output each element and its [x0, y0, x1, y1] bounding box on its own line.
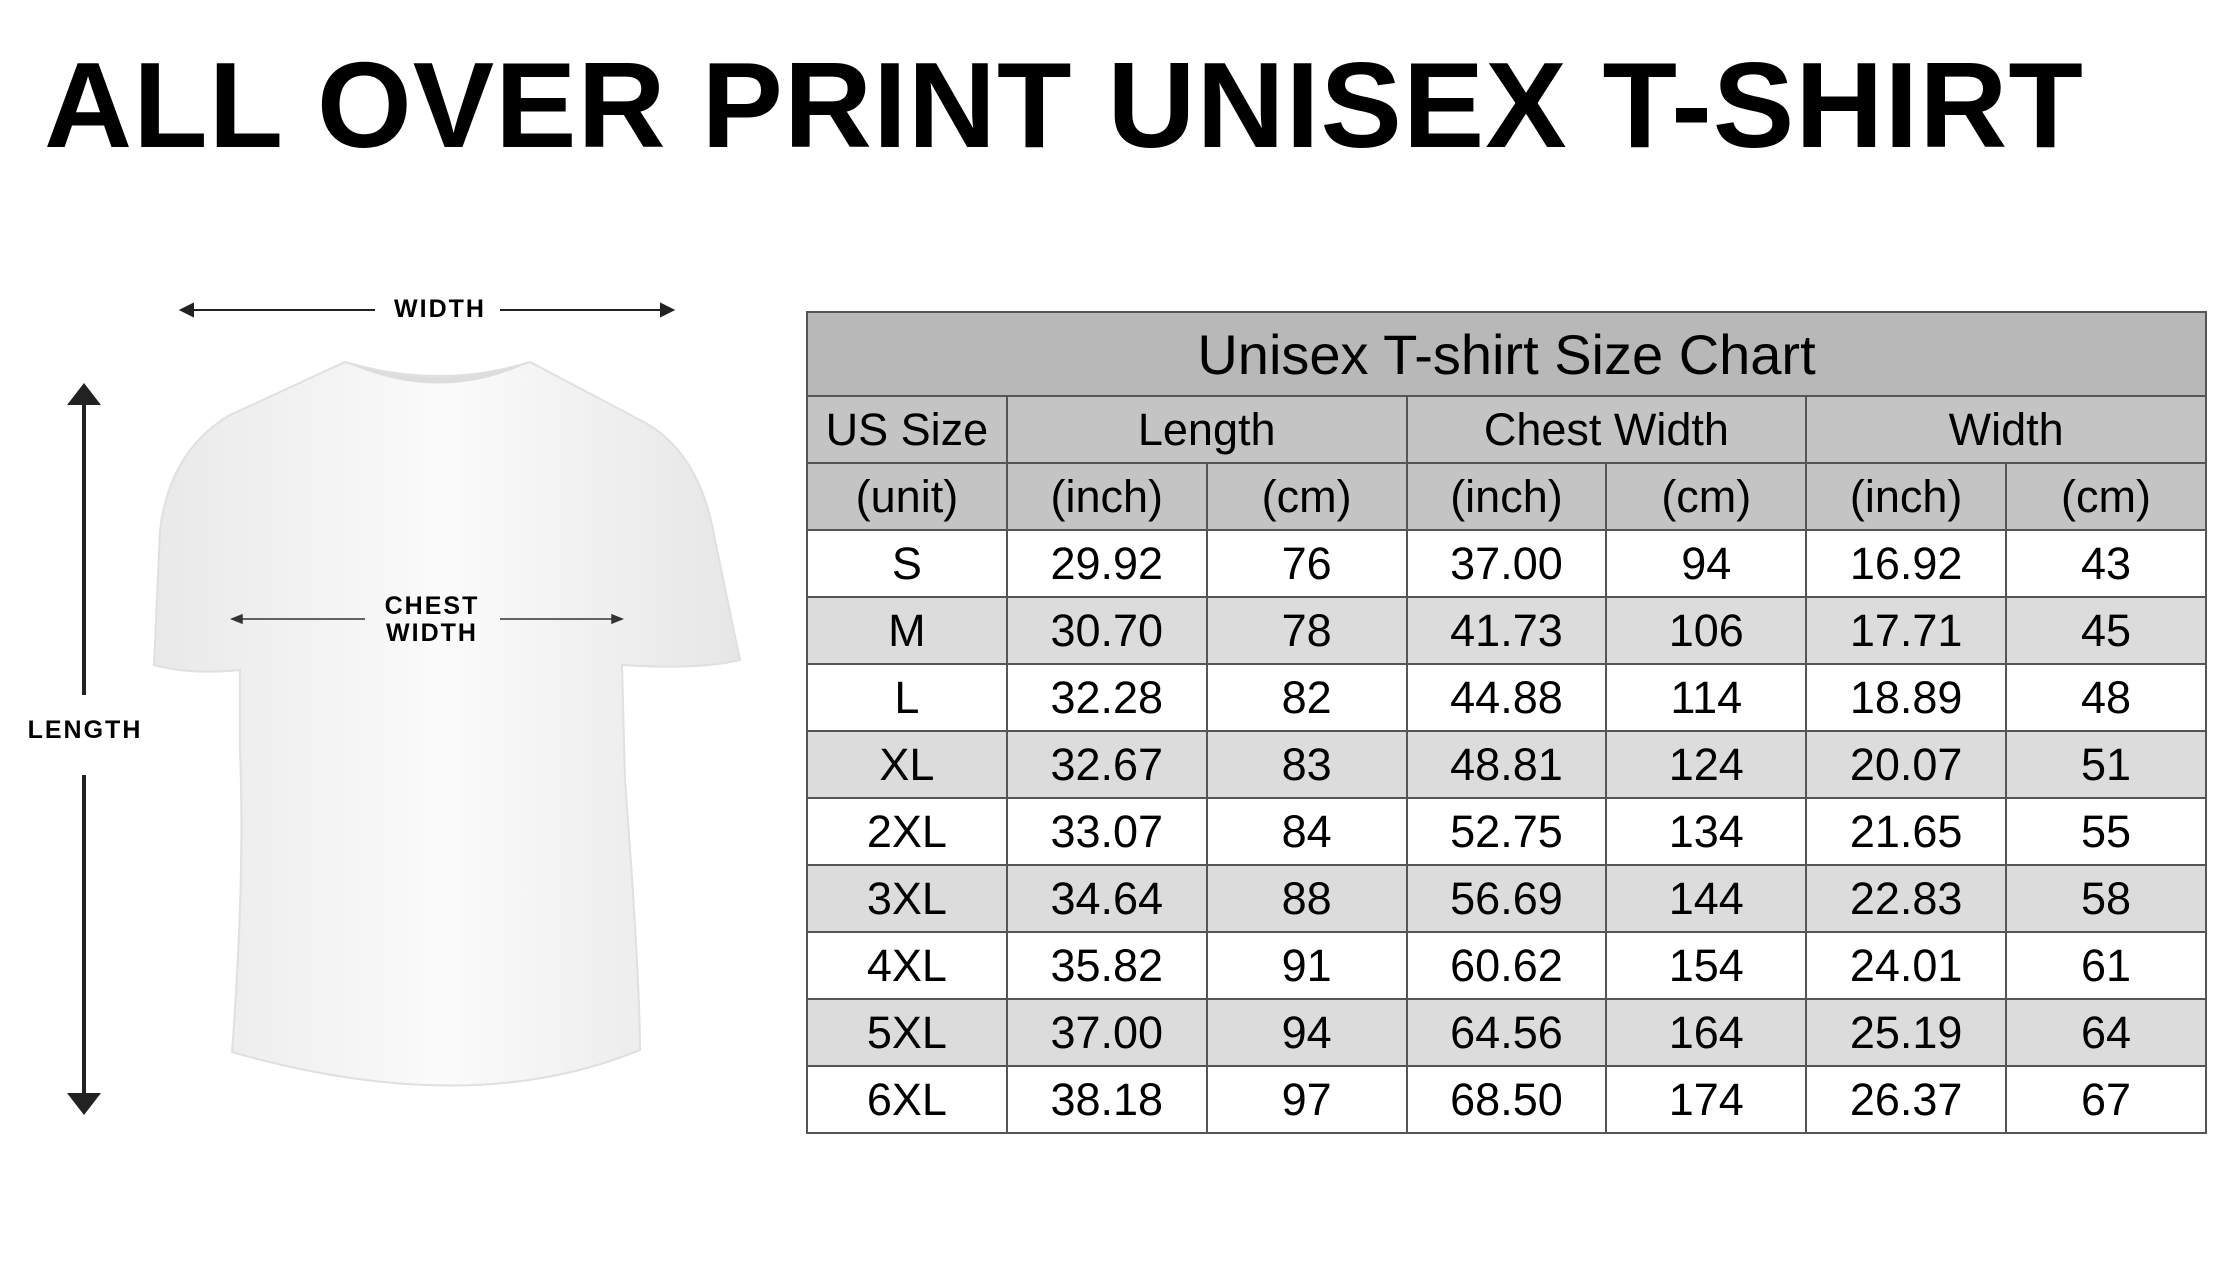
table-cell: 114	[1605, 663, 1808, 732]
table-cell: 22.83	[1805, 864, 2008, 933]
table-cell: 48	[2005, 663, 2207, 732]
table-cell: 154	[1605, 931, 1808, 1000]
table-cell: 84	[1205, 797, 1408, 866]
unit-header: (cm)	[2005, 462, 2207, 531]
unit-header: (cm)	[1605, 462, 1808, 531]
width-label: WIDTH	[394, 295, 486, 323]
table-cell: 61	[2005, 931, 2207, 1000]
table-row: L 32.28 82 44.88 114 18.89 48	[806, 663, 2207, 732]
table-cell: 43	[2005, 529, 2207, 598]
header-us-size: US Size	[806, 395, 1008, 464]
table-cell: 144	[1605, 864, 1808, 933]
table-cell: 97	[1205, 1065, 1408, 1134]
tshirt-shape	[152, 360, 742, 1087]
header-length: Length	[1005, 395, 1408, 464]
table-row: 4XL 35.82 91 60.62 154 24.01 61	[806, 931, 2207, 1000]
units-row: (unit) (inch) (cm) (inch) (cm) (inch) (cm)	[806, 462, 2207, 531]
table-cell: 51	[2005, 730, 2207, 799]
table-cell: 26.37	[1805, 1065, 2008, 1134]
chest-width-label-line2: WIDTH	[386, 619, 478, 647]
table-cell: 82	[1205, 663, 1408, 732]
table-cell: 88	[1205, 864, 1408, 933]
table-row: M 30.70 78 41.73 106 17.71 45	[806, 596, 2207, 665]
table-cell: 55	[2005, 797, 2207, 866]
table-cell: 52.75	[1405, 797, 1608, 866]
table-cell: 16.92	[1805, 529, 2008, 598]
table-cell: 45	[2005, 596, 2207, 665]
table-cell: 32.67	[1005, 730, 1208, 799]
table-cell: 20.07	[1805, 730, 2008, 799]
table-cell: 56.69	[1405, 864, 1608, 933]
size-chart-title: Unisex T-shirt Size Chart	[806, 311, 2207, 397]
table-cell: 174	[1605, 1065, 1808, 1134]
table-cell: 64	[2005, 998, 2207, 1067]
table-cell: 4XL	[806, 931, 1008, 1000]
page-title: ALL OVER PRINT UNISEX T-SHIRT	[44, 37, 2084, 173]
table-cell: 94	[1205, 998, 1408, 1067]
table-cell: 3XL	[806, 864, 1008, 933]
table-cell: 37.00	[1005, 998, 1208, 1067]
table-cell: 134	[1605, 797, 1808, 866]
table-cell: 38.18	[1005, 1065, 1208, 1134]
unit-header: (inch)	[1405, 462, 1608, 531]
table-cell: 6XL	[806, 1065, 1008, 1134]
table-cell: 60.62	[1405, 931, 1608, 1000]
table-cell: 78	[1205, 596, 1408, 665]
table-cell: 41.73	[1405, 596, 1608, 665]
table-cell: 124	[1605, 730, 1808, 799]
table-cell: 2XL	[806, 797, 1008, 866]
tshirt-illustration	[67, 302, 742, 1115]
table-cell: 67	[2005, 1065, 2207, 1134]
table-cell: 64.56	[1405, 998, 1608, 1067]
table-cell: 25.19	[1805, 998, 2008, 1067]
table-row: XL 32.67 83 48.81 124 20.07 51	[806, 730, 2207, 799]
table-row: 6XL 38.18 97 68.50 174 26.37 67	[806, 1065, 2207, 1134]
unit-header: (unit)	[806, 462, 1008, 531]
table-cell: 30.70	[1005, 596, 1208, 665]
width-arrow	[178, 302, 676, 318]
length-arrow	[67, 383, 101, 1115]
table-cell: 106	[1605, 596, 1808, 665]
table-cell: 21.65	[1805, 797, 2008, 866]
unit-header: (inch)	[1005, 462, 1208, 531]
chest-width-label-line1: CHEST	[384, 592, 480, 620]
table-row: 3XL 34.64 88 56.69 144 22.83 58	[806, 864, 2207, 933]
table-cell: M	[806, 596, 1008, 665]
table-cell: 18.89	[1805, 663, 2008, 732]
table-cell: 91	[1205, 931, 1408, 1000]
chest-width-arrow	[229, 613, 625, 625]
table-cell: 5XL	[806, 998, 1008, 1067]
table-cell: 76	[1205, 529, 1408, 598]
table-cell: 164	[1605, 998, 1808, 1067]
table-cell: 48.81	[1405, 730, 1608, 799]
size-chart-table: Unisex T-shirt Size Chart US Size Length…	[806, 311, 2207, 1134]
table-cell: 37.00	[1405, 529, 1608, 598]
table-cell: 35.82	[1005, 931, 1208, 1000]
table-row: 2XL 33.07 84 52.75 134 21.65 55	[806, 797, 2207, 866]
table-cell: 58	[2005, 864, 2207, 933]
table-cell: 83	[1205, 730, 1408, 799]
table-cell: 32.28	[1005, 663, 1208, 732]
table-row: 5XL 37.00 94 64.56 164 25.19 64	[806, 998, 2207, 1067]
unit-header: (cm)	[1205, 462, 1408, 531]
table-cell: L	[806, 663, 1008, 732]
table-cell: 33.07	[1005, 797, 1208, 866]
tshirt-diagram: WIDTH CHEST WIDTH LENGTH	[0, 280, 780, 1150]
table-cell: S	[806, 529, 1008, 598]
table-cell: 94	[1605, 529, 1808, 598]
table-cell: 24.01	[1805, 931, 2008, 1000]
table-cell: XL	[806, 730, 1008, 799]
table-cell: 44.88	[1405, 663, 1608, 732]
table-cell: 68.50	[1405, 1065, 1608, 1134]
length-label: LENGTH	[27, 716, 143, 744]
table-cell: 29.92	[1005, 529, 1208, 598]
table-cell: 17.71	[1805, 596, 2008, 665]
table-cell: 34.64	[1005, 864, 1208, 933]
header-width: Width	[1805, 395, 2207, 464]
table-row: S 29.92 76 37.00 94 16.92 43	[806, 529, 2207, 598]
header-chest-width: Chest Width	[1405, 395, 1808, 464]
unit-header: (inch)	[1805, 462, 2008, 531]
